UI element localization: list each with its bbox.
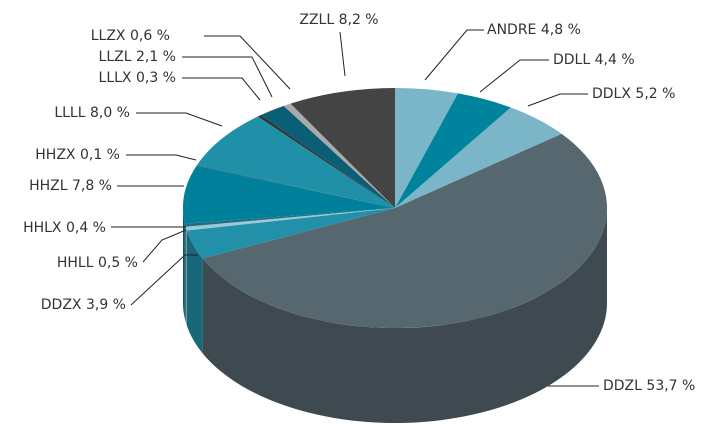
- pie-slice: [196, 165, 395, 208]
- pie-slice-side: [185, 226, 187, 326]
- label-value: 53,7 %: [646, 378, 695, 394]
- label-category: HHLL: [57, 255, 94, 271]
- leader-line: [424, 29, 484, 81]
- label-value: 3,9 %: [86, 297, 126, 313]
- leader-line: [142, 229, 187, 263]
- label-value: 8,2 %: [339, 12, 379, 28]
- pie-slice: [202, 133, 607, 328]
- pie-slice: [184, 208, 395, 227]
- data-label: HHLL 0,5 %: [57, 255, 138, 271]
- label-value: 0,3 %: [136, 70, 176, 86]
- leader-line: [339, 31, 346, 77]
- label-value: 2,1 %: [136, 49, 176, 65]
- pie-slice: [257, 115, 395, 208]
- data-label: LLZL 2,1 %: [99, 49, 176, 65]
- leader-line: [136, 112, 223, 127]
- pie-slice: [196, 116, 395, 208]
- data-label: DDLX 5,2 %: [592, 86, 675, 102]
- label-category: ANDRE: [487, 22, 536, 38]
- pie-slice: [183, 165, 395, 224]
- leader-line: [527, 93, 588, 107]
- data-label: DDZX 3,9 %: [41, 297, 126, 313]
- label-value: 8,0 %: [90, 105, 130, 121]
- label-category: HHZL: [29, 178, 68, 194]
- pie-slice: [260, 105, 395, 208]
- pie-slice: [185, 208, 395, 231]
- label-value: 7,8 %: [72, 178, 112, 194]
- pie-slice: [290, 88, 395, 208]
- data-label: HHZL 7,8 %: [29, 178, 112, 194]
- label-category: ZZLL: [299, 12, 334, 28]
- label-category: HHZX: [35, 147, 76, 163]
- label-category: LLZX: [91, 28, 126, 44]
- pie-slice-side: [186, 230, 203, 354]
- label-value: 0,4 %: [66, 220, 106, 236]
- data-label: LLLX 0,3 %: [99, 70, 176, 86]
- data-label: DDZL 53,7 %: [603, 378, 695, 394]
- label-category: DDLX: [592, 86, 631, 102]
- data-label: ZZLL 8,2 %: [299, 12, 378, 28]
- leader-line: [204, 35, 291, 90]
- label-category: DDZX: [41, 297, 82, 313]
- pie-slice: [186, 208, 395, 259]
- data-label: HHLX 0,4 %: [23, 220, 106, 236]
- pie-slice: [395, 93, 511, 208]
- data-label: HHZX 0,1 %: [35, 147, 120, 163]
- label-category: LLLL: [54, 105, 85, 121]
- label-value: 0,1 %: [80, 147, 120, 163]
- label-category: LLLX: [99, 70, 132, 86]
- label-category: DDLL: [553, 52, 590, 68]
- label-category: HHLX: [23, 220, 62, 236]
- leader-line: [479, 59, 549, 93]
- label-value: 4,8 %: [541, 22, 581, 38]
- pie-slice-side: [183, 208, 185, 319]
- pie-slice-side: [184, 223, 186, 322]
- data-label: DDLL 4,4 %: [553, 52, 635, 68]
- data-label: LLLL 8,0 %: [54, 105, 130, 121]
- pie-slice: [395, 88, 458, 208]
- label-value: 5,2 %: [635, 86, 675, 102]
- pie-slice: [395, 107, 562, 208]
- leader-line: [182, 77, 261, 101]
- label-value: 0,5 %: [98, 255, 138, 271]
- label-category: LLZL: [99, 49, 132, 65]
- label-value: 0,6 %: [130, 28, 170, 44]
- data-label: ANDRE 4,8 %: [487, 22, 581, 38]
- data-label: LLZX 0,6 %: [91, 28, 170, 44]
- label-value: 4,4 %: [595, 52, 635, 68]
- label-category: DDZL: [603, 378, 642, 394]
- leader-line: [126, 154, 197, 161]
- pie-slice-side: [202, 208, 608, 424]
- leader-line: [182, 56, 273, 98]
- pie-slice: [283, 103, 395, 208]
- leader-line: [130, 254, 198, 306]
